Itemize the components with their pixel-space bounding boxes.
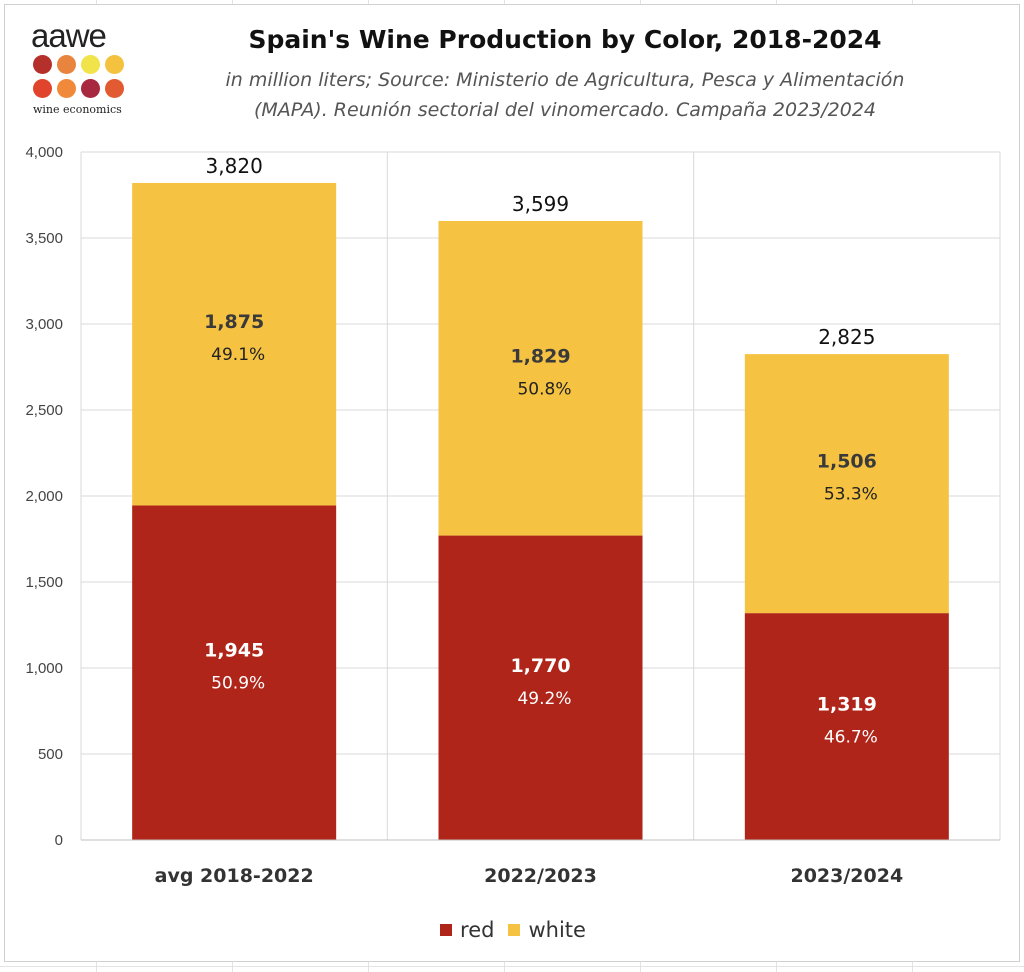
share-label-white: 53.3% [824,485,878,505]
data-label-red: 1,770 [510,655,570,677]
logo-dot [105,79,124,98]
share-label-white: 49.1% [211,345,265,365]
y-tick-label: 3,000 [25,316,63,333]
logo-dot [33,79,52,98]
y-tick-label: 0 [55,832,63,849]
total-label: 3,820 [206,154,263,178]
y-tick-label: 1,000 [25,660,63,677]
legend-swatch-white [508,924,521,936]
chart-frame[interactable]: aawe wine economics Spain's Wine Product… [4,4,1020,962]
data-label-white: 1,829 [510,345,570,367]
logo-dot [81,55,100,74]
data-label-red: 1,319 [817,694,877,716]
y-tick-label: 3,500 [25,230,63,247]
logo-dot [33,55,52,74]
legend: red white [5,917,1021,942]
bar-segment-white [438,220,643,536]
x-tick-label: 2022/2023 [484,865,597,887]
x-tick-label: avg 2018-2022 [155,865,314,887]
plot-area: 0 500 1,000 1,500 2,000 2,500 3,000 3,500 4,000 1… [25,144,1001,887]
logo-dot [105,55,124,74]
bar-segment-red [132,505,337,840]
y-tick-label: 2,000 [25,488,63,505]
bar-segment-white [132,182,337,506]
share-label-red: 49.2% [517,689,571,709]
y-tick-label: 1,500 [25,574,63,591]
bar-segment-red [438,535,643,840]
chart-subtitle-line-1: in million liters; Source: Ministerio de… [225,69,905,91]
data-label-white: 1,506 [817,451,877,473]
legend-label-white: white [528,918,586,942]
total-label: 2,825 [818,325,875,349]
logo-dot [57,79,76,98]
legend-label-red: red [460,918,495,942]
share-label-red: 46.7% [824,728,878,748]
data-label-white: 1,875 [204,311,264,333]
bar-segment-white [744,354,949,614]
logo-wordmark: aawe [31,17,107,54]
y-tick-label: 500 [38,746,63,763]
logo-tagline: wine economics [33,103,122,116]
legend-item-white: white [508,917,586,942]
chart-title: Spain's Wine Production by Color, 2018-2… [248,25,882,54]
legend-item-red: red [440,917,494,942]
share-label-red: 50.9% [211,674,265,694]
aawe-logo: aawe wine economics [31,19,141,119]
share-label-white: 50.8% [517,379,571,399]
bar-segment-red [744,613,949,840]
chart-subtitle: in million liters; Source: Ministerio de… [155,65,975,125]
data-label-red: 1,945 [204,640,264,662]
logo-dot [57,55,76,74]
x-tick-label: 2023/2024 [790,865,903,887]
y-tick-label: 2,500 [25,402,63,419]
y-tick-label: 4,000 [25,144,63,161]
legend-swatch-red [440,924,453,936]
logo-dot [81,79,100,98]
chart-subtitle-line-2: (MAPA). Reunión sectorial del vinomercad… [254,99,876,121]
total-label: 3,599 [512,192,569,216]
sheet-row-line [0,966,1024,967]
